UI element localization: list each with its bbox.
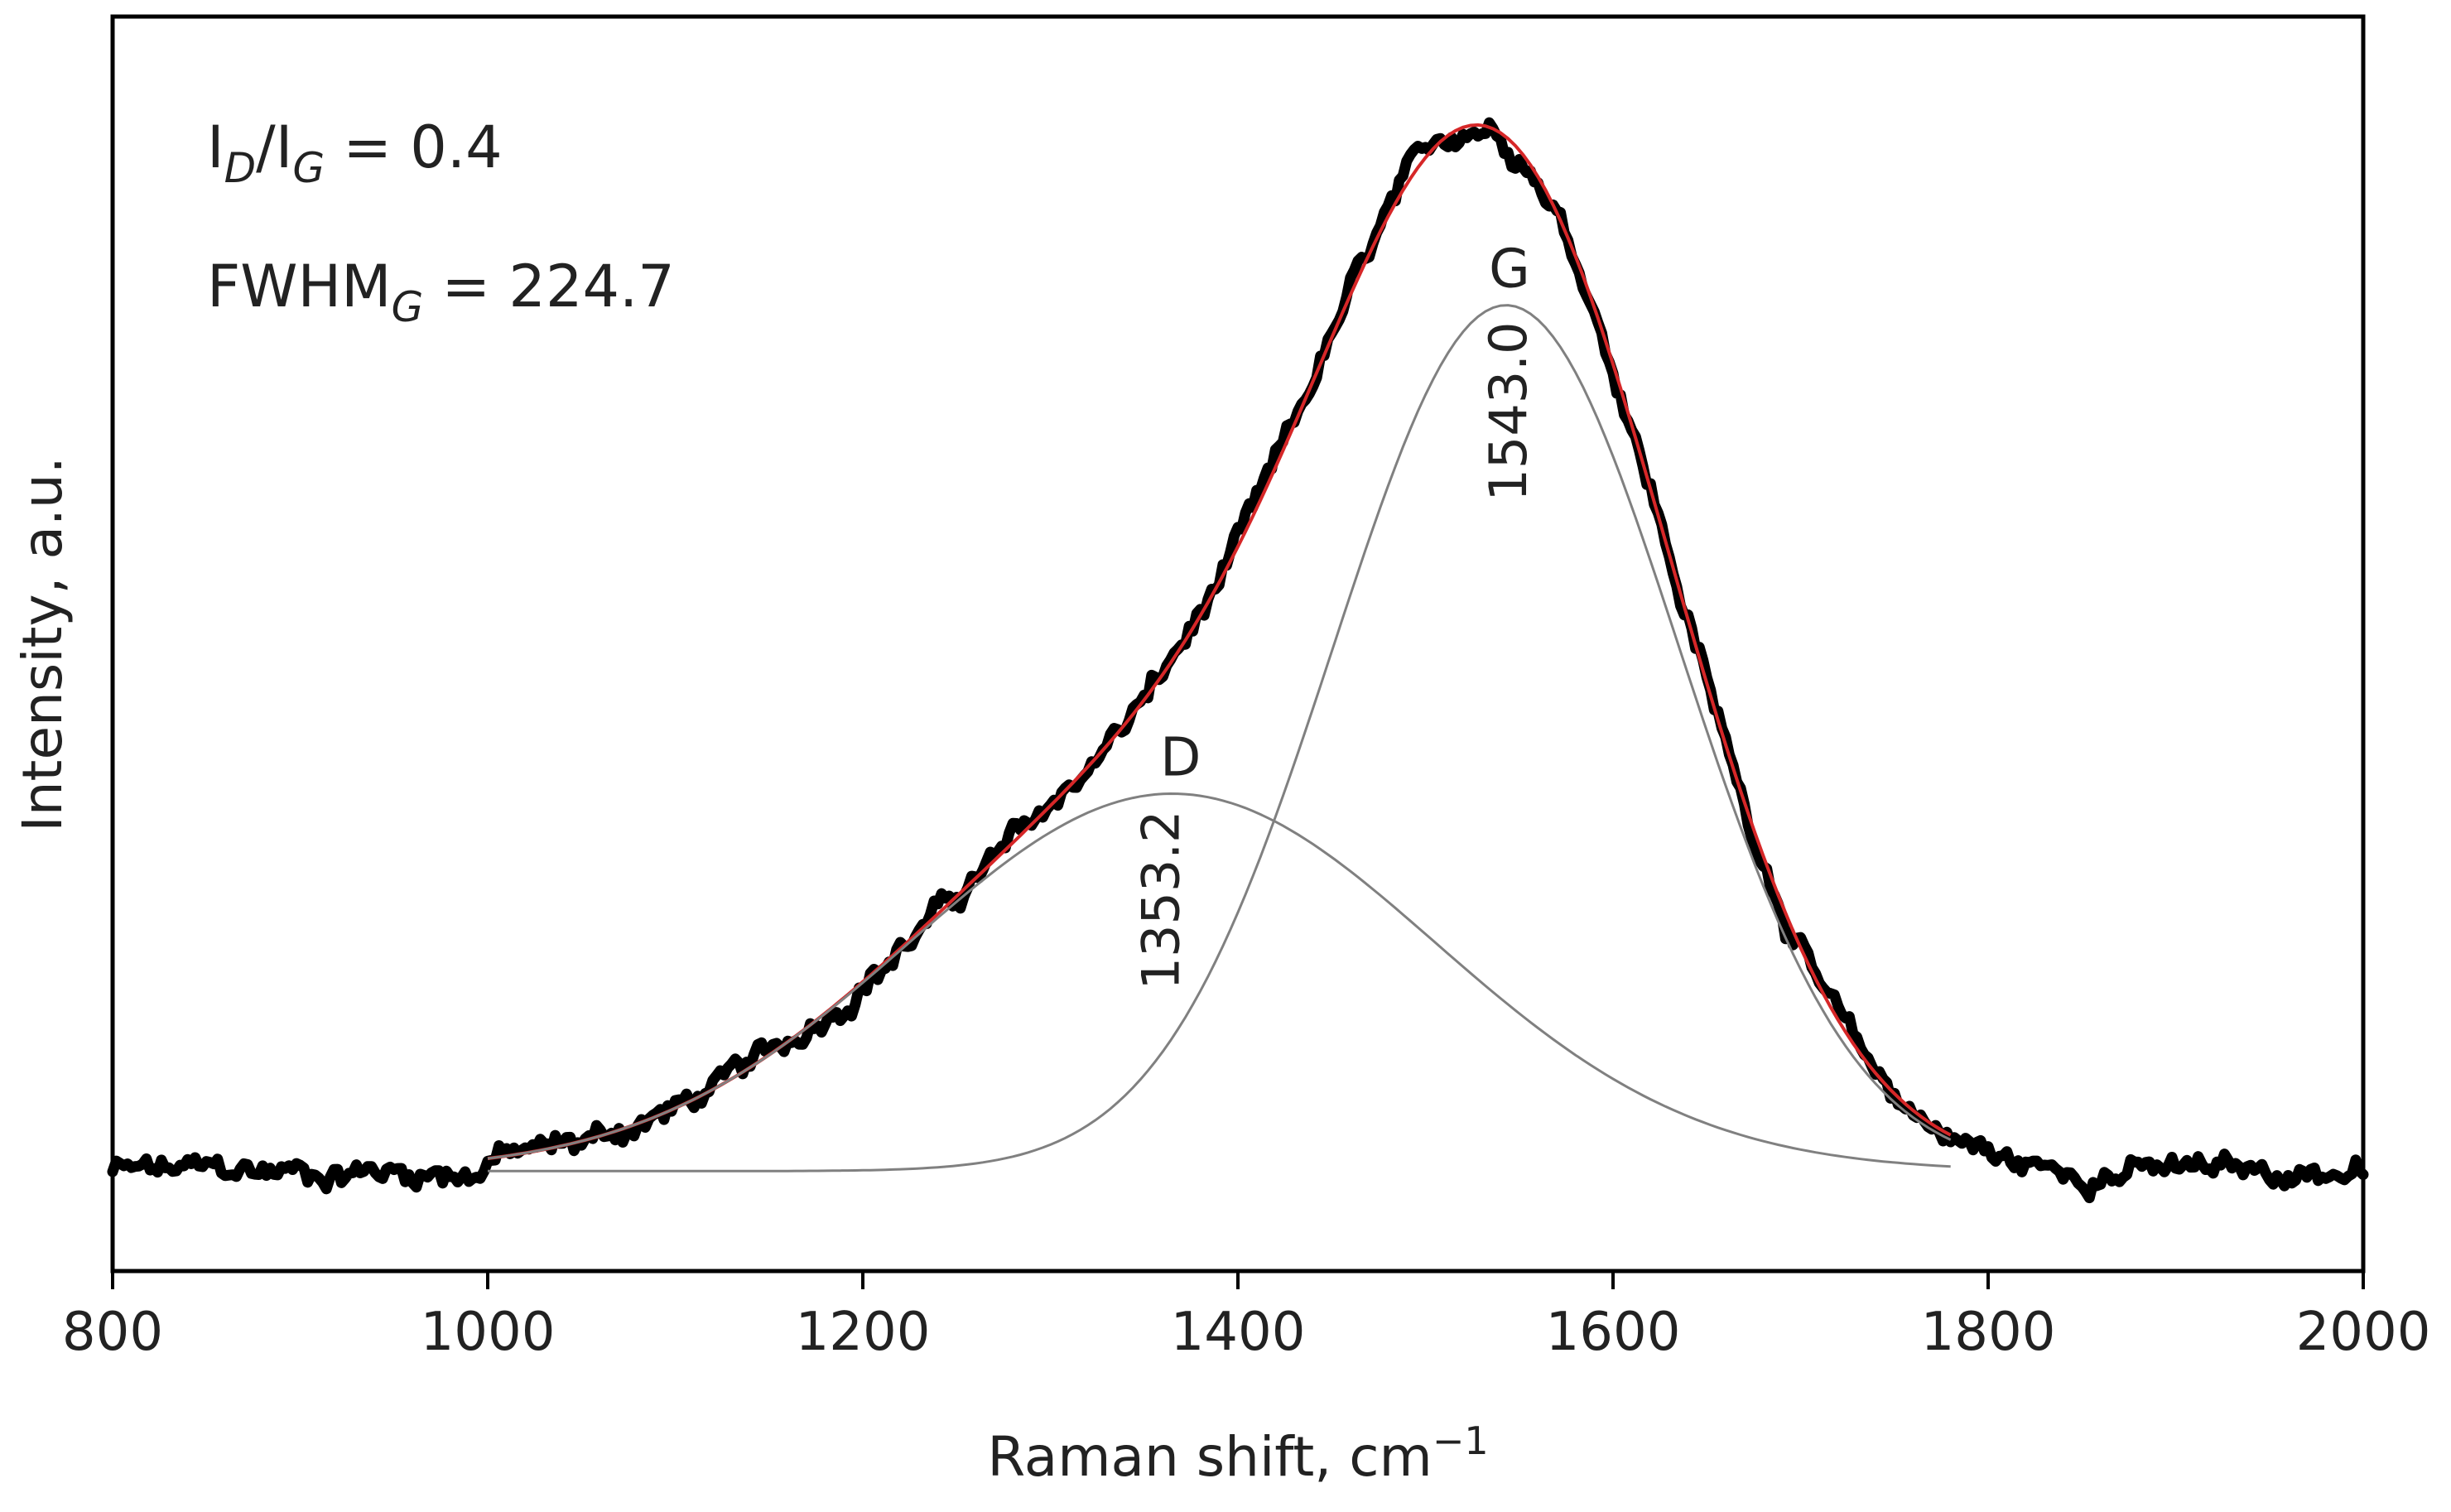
x-tick-label: 800 bbox=[62, 1302, 163, 1363]
peak-label-g: G bbox=[1489, 239, 1530, 301]
peak-position-g: 1543.0 bbox=[1478, 322, 1538, 502]
fwhm-annotation: FWHMG = 224.7 bbox=[207, 253, 675, 331]
peak-labels: D 1353.2 G 1543.0 bbox=[1131, 239, 1538, 990]
d-band-fit-line bbox=[487, 792, 1951, 1168]
x-axis-title: Raman shift, cm−1 bbox=[987, 1418, 1488, 1489]
peak-label-d: D bbox=[1160, 727, 1201, 788]
measured-spectrum-line bbox=[107, 117, 2369, 1204]
x-tick-label: 1200 bbox=[796, 1302, 931, 1363]
x-axis-ticks: 800 1000 1200 1400 1600 1800 2000 bbox=[62, 1271, 2431, 1363]
x-tick-label: 1000 bbox=[421, 1302, 556, 1363]
series-layer bbox=[107, 117, 2369, 1204]
x-tick-label: 1800 bbox=[1921, 1302, 2056, 1363]
g-band-fit-line bbox=[488, 304, 1952, 1173]
x-tick-label: 2000 bbox=[2296, 1302, 2431, 1363]
intensity-ratio-annotation: ID/IG = 0.4 bbox=[207, 113, 503, 192]
x-tick-label: 1600 bbox=[1546, 1302, 1681, 1363]
x-tick-label: 1400 bbox=[1171, 1302, 1306, 1363]
peak-position-d: 1353.2 bbox=[1131, 810, 1192, 990]
y-axis-title: Intensity, a.u. bbox=[11, 456, 75, 831]
